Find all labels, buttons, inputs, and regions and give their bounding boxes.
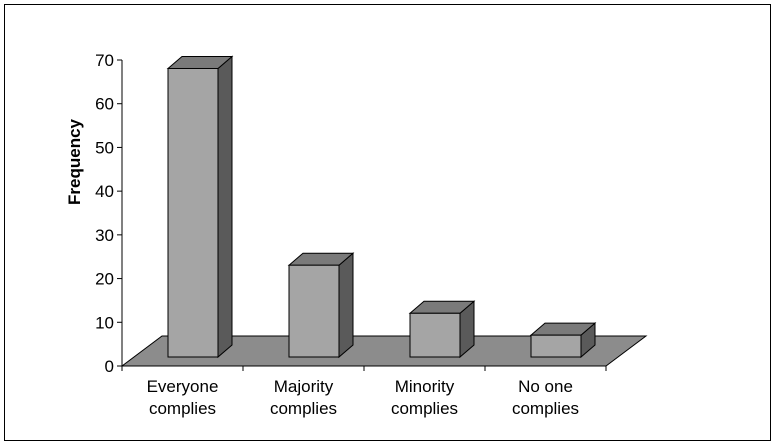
bar (166, 55, 234, 359)
bar-front (167, 67, 219, 358)
category-label-line: Everyone (147, 377, 219, 396)
chart-frame (4, 4, 771, 441)
y-axis: 0 10 20 30 40 50 60 70 (95, 51, 607, 376)
bar-side (338, 252, 354, 359)
y-tick-label: 40 (95, 182, 114, 201)
bars-layer (166, 55, 597, 359)
category-label-line: Majority (274, 377, 334, 396)
y-tick-label: 20 (95, 270, 114, 289)
category-label: Everyone complies (147, 377, 219, 418)
bar (529, 322, 597, 359)
category-label: No one complies (512, 377, 579, 418)
y-tick-label: 60 (95, 95, 114, 114)
category-label-line: No one (518, 377, 573, 396)
y-tick-label: 10 (95, 313, 114, 332)
bar (408, 300, 476, 359)
y-tick-label: 50 (95, 138, 114, 157)
category-label: Majority complies (270, 377, 337, 418)
category-label-line: Minority (395, 377, 455, 396)
category-label-line: complies (270, 399, 337, 418)
y-axis-title: Frequency (65, 118, 84, 205)
bar-front (288, 264, 340, 358)
bar (287, 252, 355, 359)
category-label: Minority complies (391, 377, 458, 418)
y-tick-label: 70 (95, 51, 114, 70)
category-label-line: complies (391, 399, 458, 418)
bar-side (217, 55, 233, 359)
bar-front (409, 312, 461, 358)
y-tick-label: 0 (105, 357, 114, 376)
y-tick-label: 30 (95, 226, 114, 245)
bar-front (530, 334, 582, 358)
category-label-line: complies (149, 399, 216, 418)
category-label-line: complies (512, 399, 579, 418)
